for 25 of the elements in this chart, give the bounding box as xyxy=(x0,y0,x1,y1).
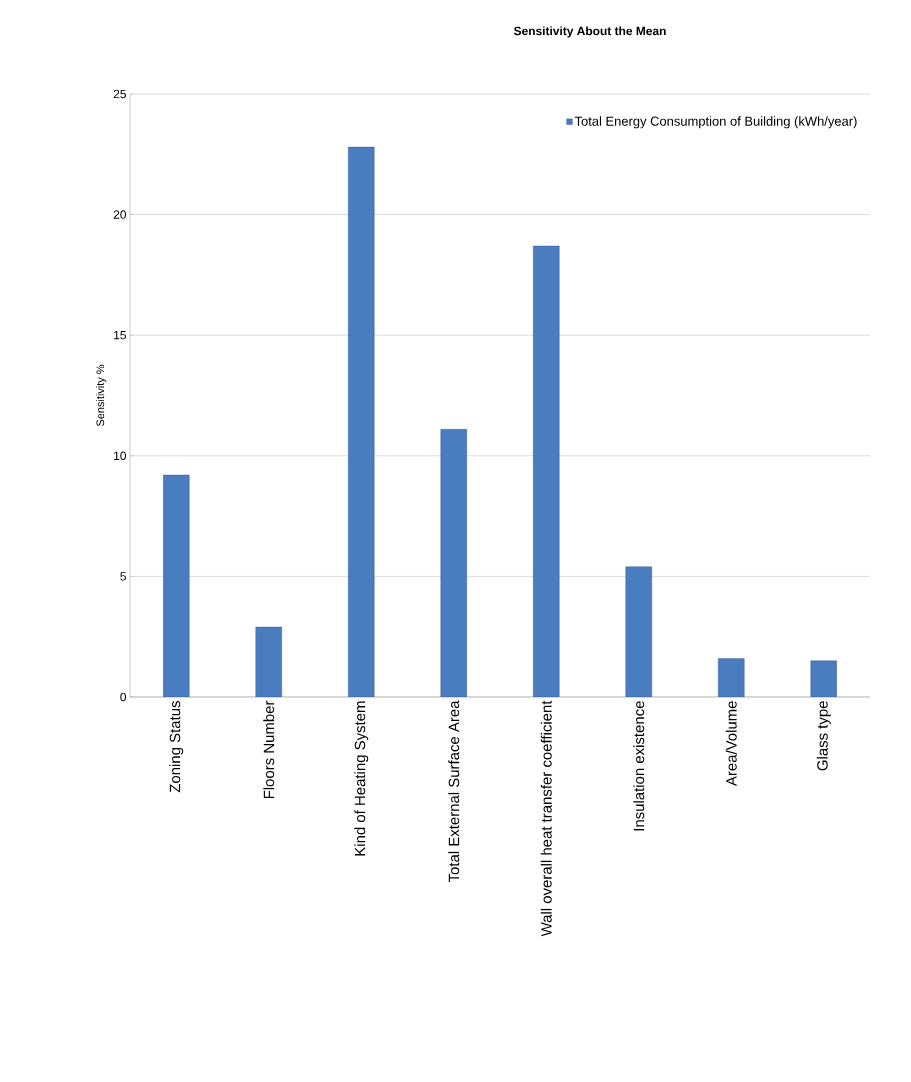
x-tick-label: Zoning Status xyxy=(169,701,184,793)
bar xyxy=(163,474,190,697)
bar xyxy=(625,566,652,697)
x-tick-label: Glass type xyxy=(816,701,831,771)
y-tick-label: 20 xyxy=(113,210,127,219)
bar xyxy=(718,658,745,697)
legend-label: Total Energy Consumption of Building (kWh/year) xyxy=(574,116,857,129)
y-tick-label: 0 xyxy=(120,692,127,702)
chart-title: Sensitivity About the Mean xyxy=(513,26,666,38)
y-axis-title: Sensitivity % xyxy=(96,364,107,427)
y-tick-label: 10 xyxy=(114,451,127,461)
x-tick-label: Area/Volume xyxy=(725,701,737,787)
bar xyxy=(348,146,375,697)
bar xyxy=(255,626,282,697)
y-tick-label: 25 xyxy=(113,89,126,99)
x-tick-label: Kind of Heating System xyxy=(354,701,369,856)
bar xyxy=(810,660,837,697)
y-tick-label: 15 xyxy=(114,331,126,340)
x-tick-label: Wall overall heat transfer coefficient xyxy=(540,700,552,937)
x-tick-label: Insulation existence xyxy=(633,701,645,831)
x-tick-label: Total External Surface Area xyxy=(448,700,460,883)
bar xyxy=(533,245,560,697)
bar xyxy=(440,429,467,697)
x-tick-label: Floors Number xyxy=(263,700,275,799)
y-tick-label: 5 xyxy=(120,572,126,581)
